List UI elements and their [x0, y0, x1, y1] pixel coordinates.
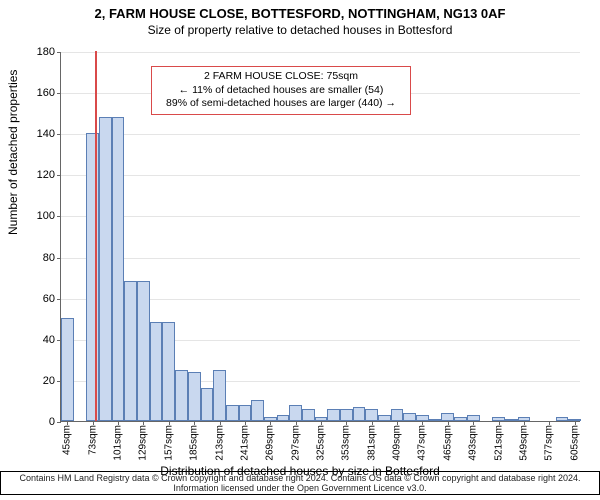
ytick-label: 20 [43, 375, 55, 387]
gridline [61, 52, 580, 53]
gridline [61, 258, 580, 259]
xtick-label: 129sqm [138, 425, 149, 461]
xtick-label: 157sqm [163, 425, 174, 461]
gridline [61, 216, 580, 217]
xtick-label: 381sqm [366, 425, 377, 461]
gridline [61, 175, 580, 176]
xtick-label: 437sqm [417, 425, 428, 461]
histogram-bar [99, 117, 112, 421]
histogram-bar [289, 405, 302, 421]
histogram-bar [378, 415, 391, 421]
histogram-bar [188, 372, 201, 421]
ytick-mark [57, 299, 61, 300]
histogram-bar [137, 281, 150, 421]
histogram-bar [112, 117, 125, 421]
footer-text: Contains HM Land Registry data © Crown c… [0, 471, 600, 495]
gridline [61, 134, 580, 135]
xtick-label: 465sqm [442, 425, 453, 461]
histogram-bar [213, 370, 226, 421]
ytick-mark [57, 93, 61, 94]
ytick-label: 120 [37, 169, 55, 181]
histogram-bar [327, 409, 340, 421]
xtick-label: 101sqm [113, 425, 124, 461]
ytick-label: 80 [43, 252, 55, 264]
histogram-bar [86, 133, 99, 421]
ytick-label: 0 [49, 416, 55, 428]
xtick-label: 325sqm [316, 425, 327, 461]
histogram-bar [340, 409, 353, 421]
ytick-label: 160 [37, 87, 55, 99]
ytick-mark [57, 216, 61, 217]
histogram-bar [391, 409, 404, 421]
annotation-line1: 2 FARM HOUSE CLOSE: 75sqm [158, 70, 404, 84]
chart-title: 2, FARM HOUSE CLOSE, BOTTESFORD, NOTTING… [0, 6, 600, 21]
xtick-label: 353sqm [341, 425, 352, 461]
histogram-bar [239, 405, 252, 421]
xtick-label: 241sqm [239, 425, 250, 461]
y-axis-label: Number of detached properties [6, 70, 20, 235]
histogram-bar [277, 415, 290, 421]
property-marker-line [95, 51, 97, 421]
ytick-mark [57, 52, 61, 53]
histogram-bar [353, 407, 366, 421]
xtick-label: 577sqm [544, 425, 555, 461]
xtick-label: 409sqm [392, 425, 403, 461]
histogram-bar [556, 417, 569, 421]
xtick-label: 213sqm [214, 425, 225, 461]
ytick-mark [57, 258, 61, 259]
xtick-label: 45sqm [62, 425, 73, 455]
histogram-bar [162, 322, 175, 421]
plot-area: 02040608010012014016018045sqm73sqm101sqm… [60, 52, 580, 422]
ytick-mark [57, 175, 61, 176]
xtick-label: 269sqm [265, 425, 276, 461]
footer: Contains HM Land Registry data © Crown c… [0, 471, 600, 496]
xtick-label: 297sqm [290, 425, 301, 461]
histogram-bar [365, 409, 378, 421]
ytick-mark [57, 134, 61, 135]
annotation-box: 2 FARM HOUSE CLOSE: 75sqm← 11% of detach… [151, 66, 411, 115]
xtick-label: 185sqm [189, 425, 200, 461]
annotation-line2: ← 11% of detached houses are smaller (54… [158, 84, 404, 98]
xtick-label: 493sqm [468, 425, 479, 461]
histogram-bar [124, 281, 137, 421]
histogram-bar [150, 322, 163, 421]
histogram-bar [454, 417, 467, 421]
histogram-bar [429, 419, 442, 421]
ytick-mark [57, 422, 61, 423]
histogram-bar [441, 413, 454, 421]
histogram-bar [175, 370, 188, 421]
ytick-label: 140 [37, 128, 55, 140]
ytick-label: 60 [43, 293, 55, 305]
xtick-label: 549sqm [518, 425, 529, 461]
chart-subtitle: Size of property relative to detached ho… [0, 23, 600, 37]
ytick-label: 100 [37, 210, 55, 222]
ytick-label: 40 [43, 334, 55, 346]
xtick-label: 521sqm [493, 425, 504, 461]
histogram-bar [226, 405, 239, 421]
histogram-bar [302, 409, 315, 421]
histogram-bar [505, 419, 518, 421]
annotation-line3: 89% of semi-detached houses are larger (… [158, 97, 404, 111]
histogram-bar [201, 388, 214, 421]
histogram-bar [403, 413, 416, 421]
histogram-bar [251, 400, 264, 421]
histogram-bar [61, 318, 74, 421]
xtick-label: 73sqm [87, 425, 98, 455]
xtick-label: 605sqm [569, 425, 580, 461]
ytick-label: 180 [37, 46, 55, 58]
